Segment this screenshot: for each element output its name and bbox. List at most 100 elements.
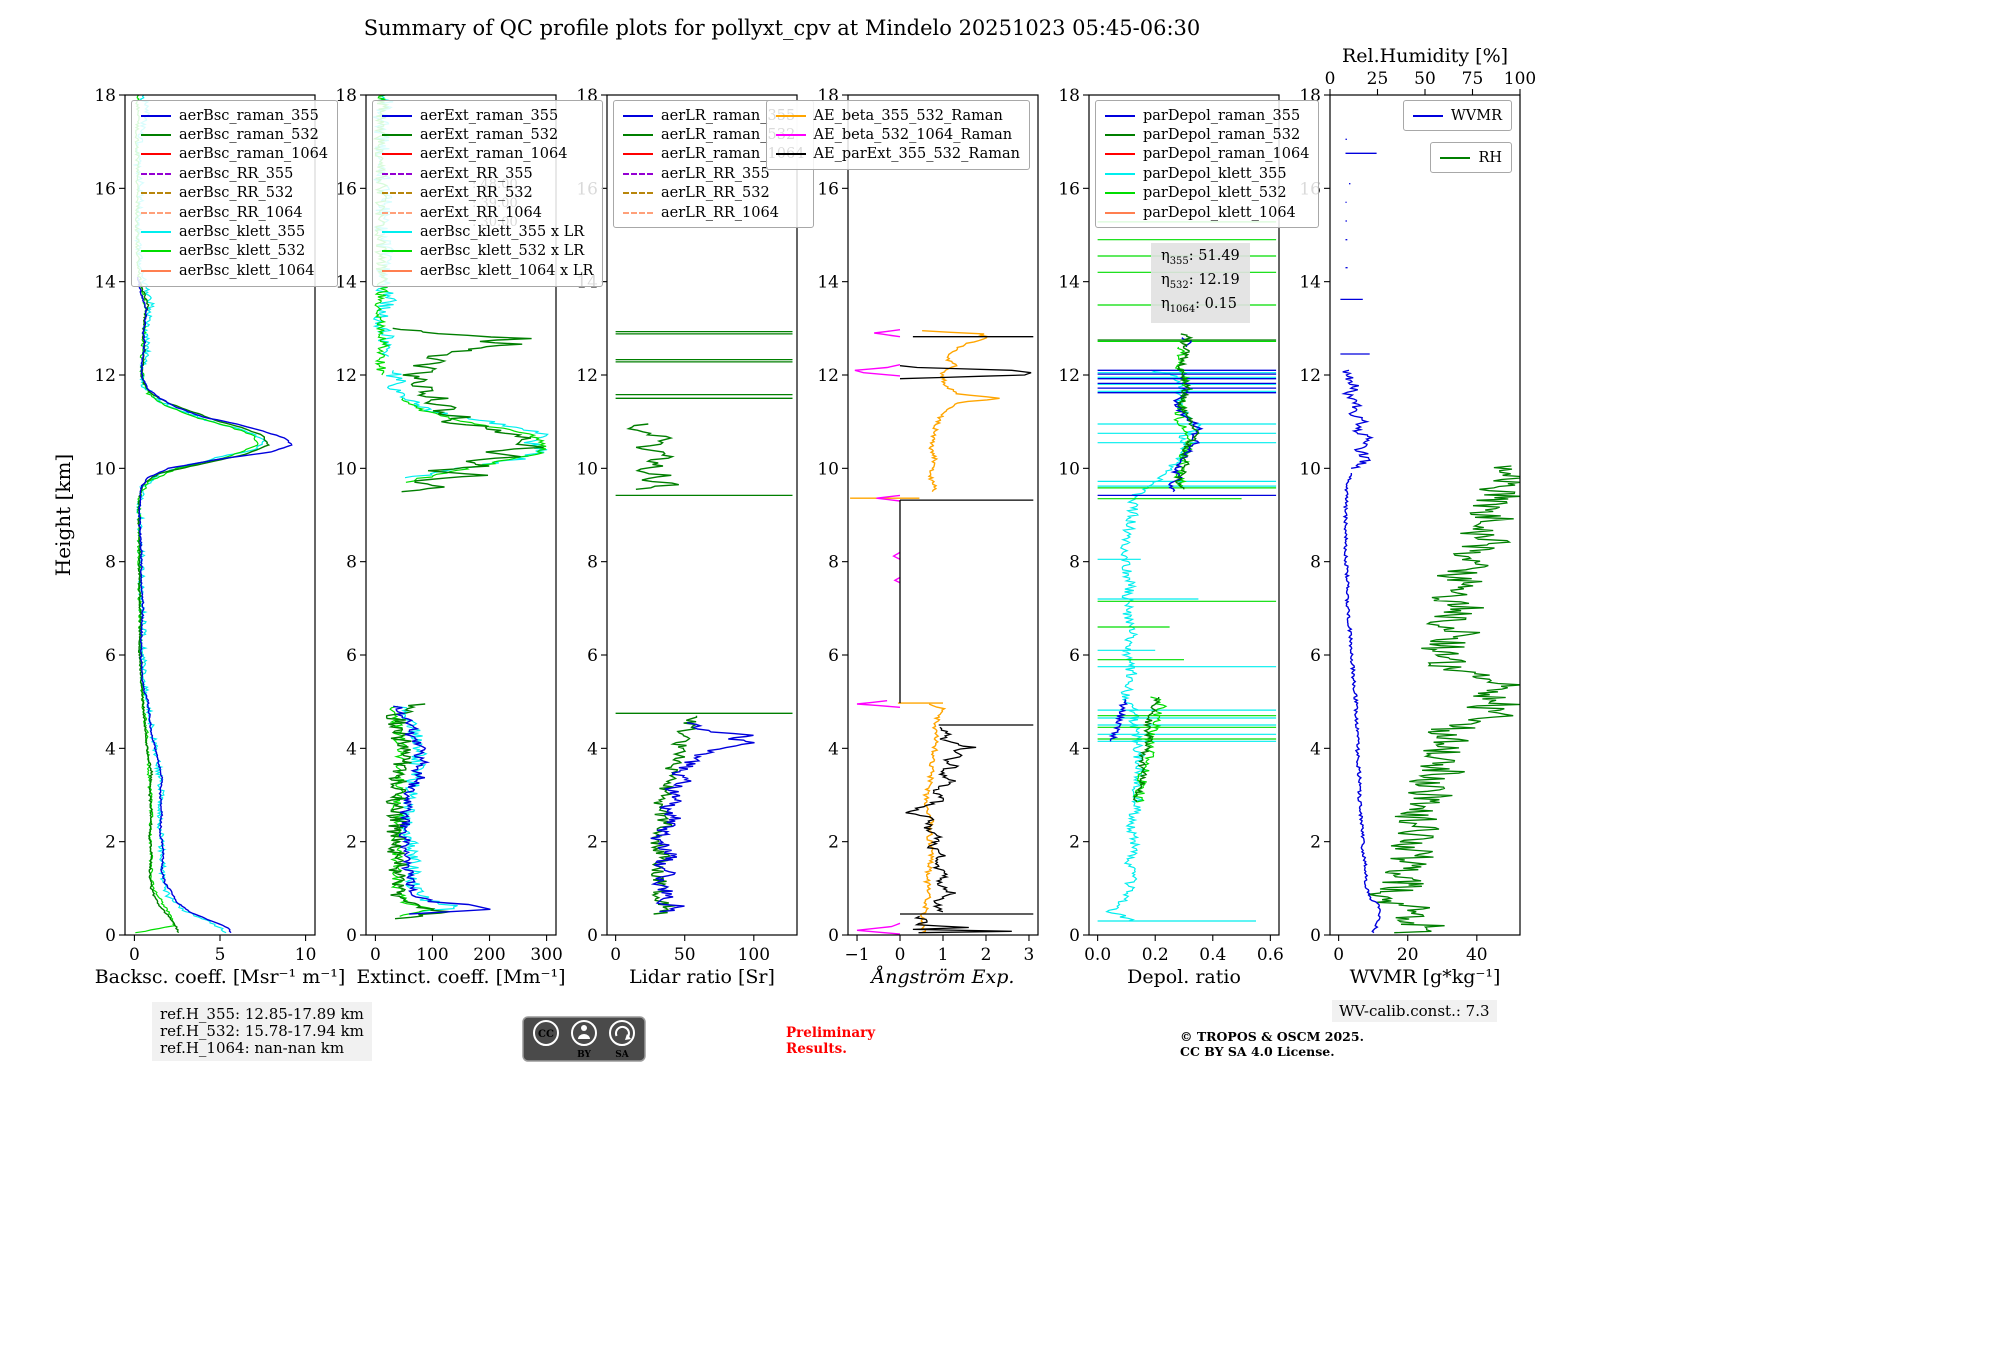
y-tick-label: 18 [335, 86, 357, 106]
legend-line-sample [382, 114, 412, 117]
series-WVMR [1342, 472, 1381, 934]
ref-h-355: ref.H_355: 12.85-17.89 km [160, 1005, 364, 1023]
panel-frame-angstroem [847, 94, 1039, 936]
legend-label: aerBsc_RR_532 [179, 185, 294, 202]
legend-item: parDepol_raman_1064 [1105, 145, 1309, 164]
legend-line-sample [382, 134, 412, 137]
y-tick-label: 2 [1310, 833, 1321, 853]
y-tick-label: 4 [1310, 739, 1321, 759]
legend-label: aerExt_raman_355 [420, 107, 559, 124]
legend-label: aerBsc_RR_1064 [179, 204, 303, 221]
legend-item: aerBsc_klett_532 x LR [382, 242, 593, 261]
legend-line-sample [1105, 134, 1135, 137]
y-tick-label: 8 [587, 553, 598, 573]
y-tick-label: 10 [335, 459, 357, 479]
series-parDepol_raman_355 [1168, 387, 1204, 493]
legend-item: aerBsc_klett_355 x LR [382, 222, 593, 241]
legend-item: aerBsc_raman_532 [141, 125, 328, 144]
y-tick-label: 14 [94, 273, 116, 293]
cc-letters: CC [538, 1029, 554, 1040]
panel-series-angstroem [850, 329, 1034, 935]
legend-label: aerLR_RR_532 [661, 185, 770, 202]
series-AE_parExt_355_532_Raman [905, 726, 977, 913]
y-tick-label: 14 [817, 273, 839, 293]
legend-line-sample [775, 153, 806, 156]
y-tick-label: 18 [94, 86, 116, 106]
series-AE_beta_355_532_Raman [922, 330, 1000, 493]
y-tick-label: 10 [94, 459, 116, 479]
x-tick-label: 100 [416, 945, 448, 965]
panel-frame-depol-ratio [1088, 94, 1280, 936]
ref-h-1064: ref.H_1064: nan-nan km [160, 1039, 345, 1057]
y-tick-label: 6 [1069, 646, 1080, 666]
top-x-tick-label: 0 [1325, 69, 1336, 89]
y-tick-label: 0 [828, 926, 839, 946]
legend-line-sample [141, 211, 171, 214]
legend-item: aerExt_RR_1064 [382, 203, 593, 222]
series-aerBsc_klett_532_x_LR [401, 398, 547, 483]
legend-item: aerBsc_klett_1064 x LR [382, 261, 593, 280]
legend-line-sample [1105, 211, 1135, 214]
legend-line-sample [141, 192, 171, 195]
legend-line-sample [623, 192, 653, 195]
legend-line-sample [1105, 172, 1135, 175]
legend-item: aerLR_RR_355 [623, 164, 804, 183]
x-axis-label-depol-ratio: Depol. ratio [1127, 966, 1241, 988]
legend-line-sample [382, 211, 412, 214]
y-tick-label: 4 [828, 739, 839, 759]
legend-item: aerExt_RR_532 [382, 184, 593, 203]
legend-line-sample [1105, 153, 1135, 156]
legend-item: aerBsc_klett_1064 [141, 261, 328, 280]
legend-item: aerBsc_RR_532 [141, 184, 328, 203]
series-WVMR_upper [1341, 369, 1374, 469]
y-tick-label: 6 [828, 646, 839, 666]
legend-line-sample [141, 153, 171, 156]
x-tick-label: 0 [610, 945, 621, 965]
legend-line-sample [775, 114, 806, 117]
reference-height-annotation: ref.H_355: 12.85-17.89 km ref.H_532: 15.… [152, 1002, 372, 1061]
y-tick-label: 4 [105, 739, 116, 759]
legend-label: parDepol_klett_355 [1143, 165, 1287, 182]
legend-item: WVMR [1412, 106, 1502, 125]
legend-line-sample [141, 269, 171, 272]
wv-calibration-annotation: WV-calib.const.: 7.3 [1332, 1000, 1497, 1022]
x-tick-label: 1 [938, 945, 949, 965]
y-tick-label: 14 [1299, 273, 1321, 293]
series-AE_beta_532_1064_Raman [856, 700, 901, 708]
x-axis-label-backscatter: Backsc. coeff. [Msr⁻¹ m⁻¹] [95, 966, 346, 988]
legend-label: aerBsc_raman_532 [179, 127, 319, 144]
legend-line-sample [382, 172, 412, 175]
legend-line-sample [623, 134, 653, 137]
legend-label: aerBsc_klett_532 x LR [420, 243, 585, 260]
ref-h-532: ref.H_532: 15.78-17.94 km [160, 1022, 364, 1040]
legend-line-sample [1412, 114, 1443, 117]
y-tick-label: 14 [1058, 273, 1080, 293]
legend-item: aerBsc_klett_355 [141, 222, 328, 241]
y-tick-label: 16 [817, 179, 839, 199]
sa-circle-icon [609, 1020, 635, 1046]
top-x-tick-label: 50 [1414, 69, 1436, 89]
legend-item: AE_beta_355_532_Raman [775, 106, 1020, 125]
legend-line-sample [1105, 114, 1135, 117]
eta-calibration-box: η355: 51.49 η532: 12.19 η1064: 0.15 [1151, 243, 1250, 323]
y-tick-label: 12 [576, 366, 598, 386]
preliminary-line-2: Results. [786, 1040, 847, 1057]
legend-label: parDepol_klett_532 [1143, 185, 1287, 202]
legend-line-sample [623, 172, 653, 175]
y-tick-label: 10 [576, 459, 598, 479]
legend-line-sample [382, 250, 412, 253]
y-tick-label: 12 [817, 366, 839, 386]
x-tick-label: 10 [295, 945, 317, 965]
legend-item: aerLR_raman_532 [623, 125, 804, 144]
cc-circle-icon [533, 1020, 559, 1046]
legend-line-sample [141, 231, 171, 234]
legend-label: WVMR [1450, 107, 1502, 124]
series-AE_beta_532_1064_Raman [874, 329, 901, 338]
y-tick-label: 6 [105, 646, 116, 666]
legend-line-sample [623, 114, 653, 117]
series-AE_beta_532_1064_Raman [892, 551, 901, 560]
y-tick-label: 8 [105, 553, 116, 573]
legend-item: parDepol_klett_1064 [1105, 203, 1309, 222]
legend-extinction: aerExt_raman_355 aerExt_raman_532 aerExt_r… [372, 100, 604, 287]
